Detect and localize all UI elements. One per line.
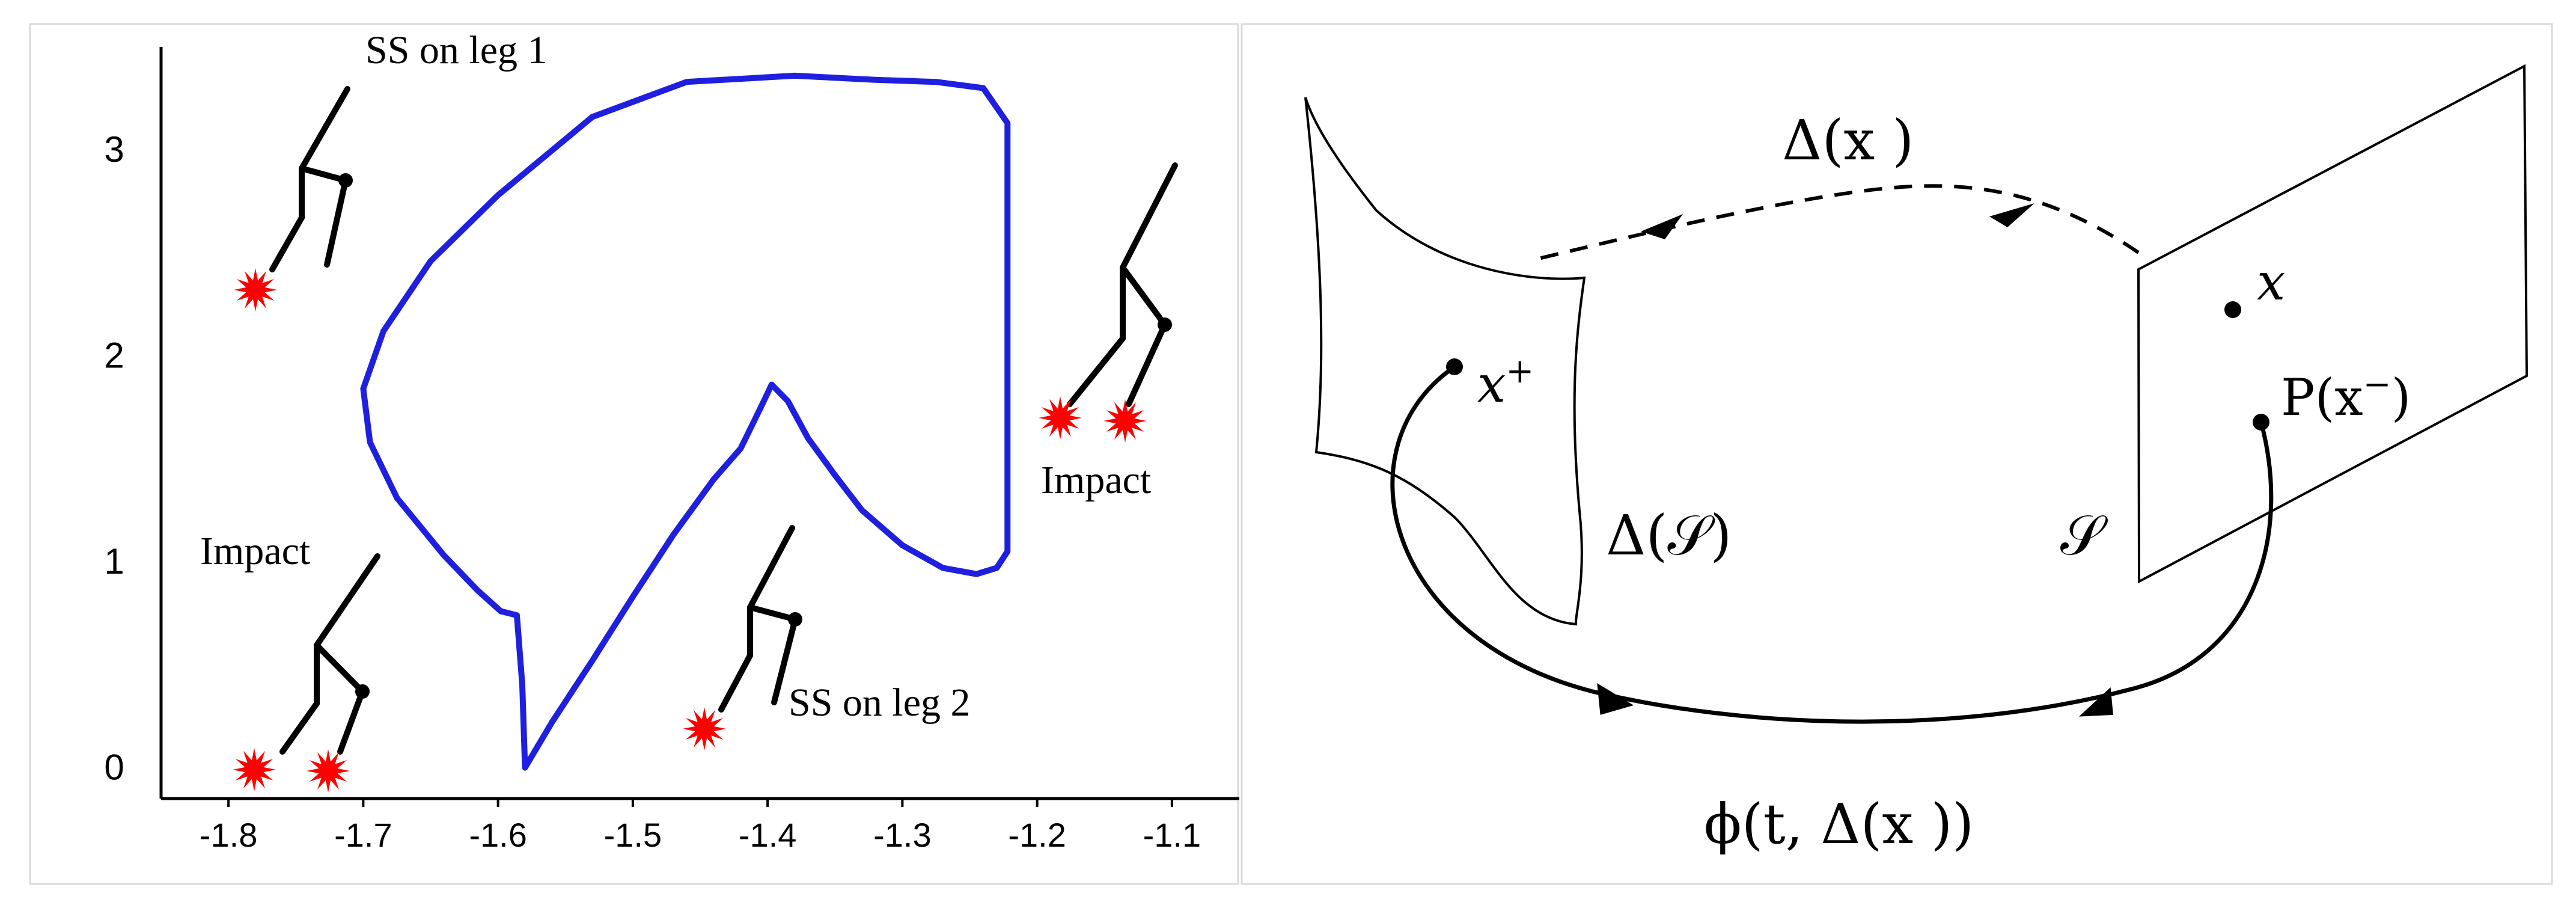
flow-trajectory <box>1390 365 2274 724</box>
impact-burst-icon <box>1039 396 1082 440</box>
reset-arrowhead-2 <box>1641 214 1683 239</box>
y-tick-label: 3 <box>104 129 124 170</box>
label-flow: ϕ(t, Δ(x )) <box>1704 792 1974 856</box>
x-tick-label: -1.7 <box>334 816 392 854</box>
label-x-plus: x+ <box>1477 352 1534 414</box>
x-tick-label: -1.3 <box>873 816 932 854</box>
label-p-sup: − <box>2363 365 2391 404</box>
x-tick-label: -1.4 <box>739 816 797 854</box>
reset-map-arrow <box>1538 184 2140 260</box>
label-ss-leg2: SS on leg 2 <box>789 681 971 725</box>
stick-figure-ss-leg2 <box>718 525 802 713</box>
label-x-plus-base: x <box>1477 355 1506 414</box>
label-impact-left: Impact <box>200 529 310 573</box>
impact-burst-icon <box>683 707 726 750</box>
y-tick-label: 2 <box>104 336 124 376</box>
label-delta-s: Δ(𝒮) <box>1606 503 1732 568</box>
stick-figure-impact-left <box>279 553 380 755</box>
y-tick-label: 1 <box>104 541 124 581</box>
impact-burst-icon <box>233 748 276 791</box>
x-tick-label: -1.5 <box>604 816 662 854</box>
right-panel-frame <box>1241 23 2553 885</box>
label-delta-top: Δ(x ) <box>1782 108 1914 173</box>
manifold-delta-s <box>1304 97 1586 626</box>
x-tick-label: -1.2 <box>1008 816 1066 854</box>
impact-burst-icon <box>1103 399 1147 443</box>
poincare-section-s <box>2137 64 2529 584</box>
y-tick-labels: 0 1 2 3 <box>104 129 124 787</box>
stick-figure-ss-leg1 <box>269 86 353 272</box>
flow-arrowhead-2 <box>2079 687 2113 717</box>
x-tick-label: -1.8 <box>200 816 258 854</box>
stick-figure-impact-right <box>1067 162 1178 407</box>
label-p-x-minus: P(x−) <box>2281 365 2411 427</box>
phase-portrait-chart: -1.8 -1.7 -1.6 -1.5 -1.4 -1.3 -1.2 -1.1 0 1 2 3 <box>104 47 1239 854</box>
x-tick-label: -1.6 <box>469 816 527 854</box>
impact-burst-icon <box>234 268 277 311</box>
x-tick-label: -1.1 <box>1143 816 1201 854</box>
label-p-base: P(x <box>2281 368 2363 427</box>
label-impact-right: Impact <box>1041 458 1151 502</box>
left-panel-frame <box>29 23 1239 885</box>
reset-arrowhead-1 <box>1989 203 2034 227</box>
impact-burst-icon <box>307 749 350 793</box>
y-tick-label: 0 <box>104 747 124 788</box>
label-x-plus-sup: + <box>1506 352 1534 391</box>
label-s: 𝒮 <box>2060 503 2108 568</box>
label-x: x <box>2257 253 2285 311</box>
x-tick-labels: -1.8 -1.7 -1.6 -1.5 -1.4 -1.3 -1.2 -1.1 <box>200 799 1201 854</box>
limit-cycle-curve <box>360 72 1011 771</box>
label-ss-leg1: SS on leg 1 <box>365 28 548 72</box>
label-p-close: ) <box>2391 368 2411 427</box>
point-x-plus <box>1446 358 1463 375</box>
point-x <box>2224 301 2241 318</box>
point-p-x-minus <box>2253 414 2269 431</box>
impact-bursts <box>233 268 1147 793</box>
flow-arrowhead-1 <box>1597 683 1634 715</box>
